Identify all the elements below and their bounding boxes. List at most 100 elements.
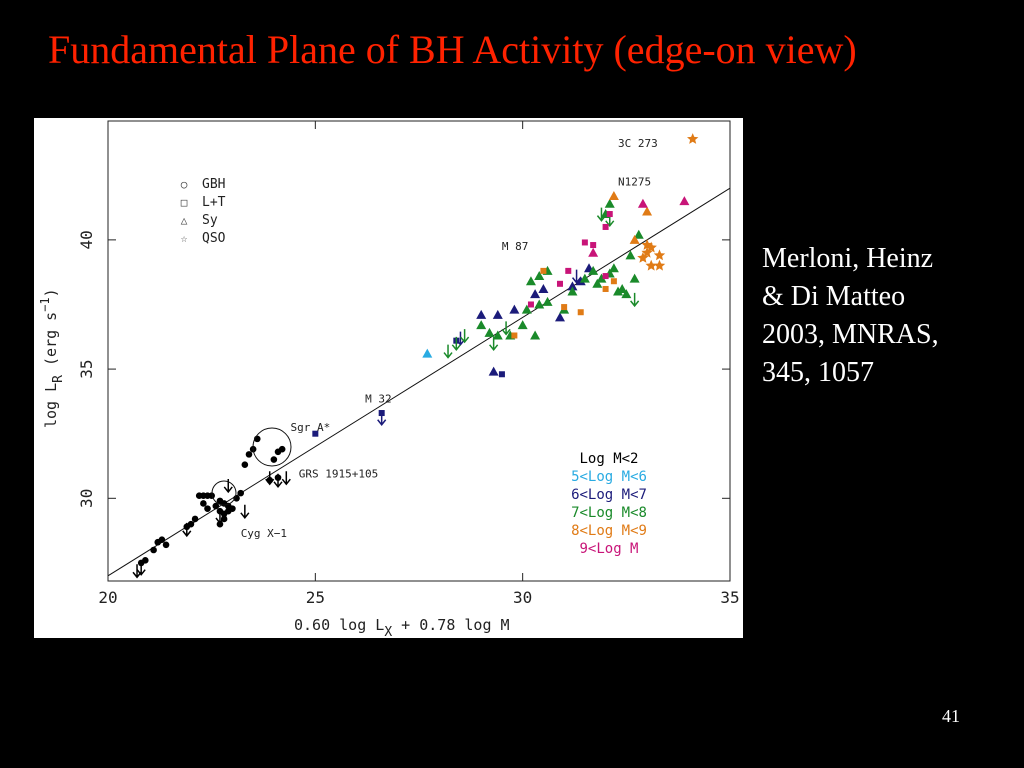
data-point-triangle — [604, 198, 615, 208]
data-point-upper-limit — [571, 269, 582, 284]
data-point-triangle — [579, 273, 590, 283]
data-point-upper-limit — [451, 336, 461, 352]
data-point-triangle — [588, 265, 599, 275]
legend-color-label: 7<Log M<8 — [571, 505, 647, 521]
data-point-circle — [212, 502, 220, 510]
legend-color-label: Log M<2 — [579, 451, 638, 467]
data-point-upper-limit — [182, 522, 192, 538]
point-annotation: M 32 — [365, 393, 392, 406]
data-point-square — [577, 309, 584, 316]
data-point-triangle — [567, 281, 578, 291]
data-point-triangle — [637, 198, 648, 208]
data-point-upper-limit — [281, 471, 291, 486]
data-point-square — [610, 278, 617, 285]
y-tick-label: 30 — [77, 489, 96, 508]
data-point-upper-limit — [443, 344, 453, 359]
data-point-square — [498, 371, 505, 378]
data-point-square — [581, 239, 588, 246]
data-point-triangle — [476, 309, 487, 319]
point-annotation: Sgr A* — [290, 421, 330, 434]
y-axis-label-sup: −1 — [38, 297, 52, 311]
x-tick-label: 20 — [98, 588, 117, 607]
data-point-square — [565, 267, 572, 274]
y-axis-label-close: ) — [42, 288, 60, 297]
y-tick-label: 40 — [77, 230, 96, 249]
x-axis-label-sub: X — [384, 625, 392, 638]
data-point-triangle — [509, 304, 520, 314]
data-point-square — [602, 273, 609, 280]
data-point-triangle — [575, 276, 586, 286]
data-point-triangle — [492, 330, 503, 340]
x-axis-label-main: 0.60 log L — [294, 616, 384, 634]
data-point-square — [511, 332, 518, 339]
legend-shape-label: GBH — [202, 177, 225, 192]
data-point-square — [602, 223, 609, 230]
citation-line: Merloni, Heinz — [762, 243, 934, 274]
data-point-upper-limit — [215, 509, 225, 525]
cygx1-highlight-circle — [211, 480, 237, 506]
data-point-triangle — [525, 276, 536, 286]
legend-shape-label: QSO — [202, 231, 226, 246]
data-point-star — [653, 259, 666, 271]
slide-title: Fundamental Plane of BH Activity (edge-o… — [48, 27, 857, 72]
data-point-upper-limit — [273, 473, 283, 488]
data-point-star — [687, 133, 699, 144]
data-point-circle — [150, 546, 157, 554]
citation-line: & Di Matteo — [762, 281, 906, 312]
y-axis-label: log LR (erg s−1) — [38, 288, 66, 428]
data-point-triangle — [633, 229, 644, 239]
data-point-square — [540, 267, 547, 274]
legend-shape-symbol: □ — [181, 196, 188, 209]
data-point-square — [556, 280, 563, 287]
fit-line — [107, 187, 731, 577]
data-point-upper-limit — [596, 207, 607, 222]
data-point-upper-limit — [265, 471, 275, 486]
data-point-star — [641, 246, 653, 258]
data-point-circle — [270, 456, 278, 463]
citation-line: 2003, MNRAS, — [762, 319, 939, 350]
data-point-triangle — [534, 271, 545, 281]
y-tick-label: 35 — [77, 359, 96, 378]
data-point-upper-limit — [489, 336, 499, 352]
x-tick-label: 30 — [513, 588, 532, 607]
data-point-circle — [200, 500, 207, 507]
grs-highlight-circle — [252, 427, 292, 467]
point-annotation: M 87 — [502, 240, 529, 253]
data-point-triangle — [679, 196, 690, 206]
data-point-circle — [233, 495, 240, 502]
data-point-triangle — [629, 273, 640, 283]
data-point-square — [590, 242, 597, 249]
y-axis-label-sub: R — [51, 375, 66, 383]
data-point-circle — [162, 541, 170, 549]
slide-number: 41 — [942, 706, 960, 726]
data-point-triangle — [613, 286, 624, 296]
data-point-circle — [142, 557, 149, 564]
legend-color-label: 9<Log M — [579, 541, 638, 557]
data-point-square — [606, 211, 613, 218]
data-point-circle — [204, 505, 211, 512]
data-point-square — [602, 285, 609, 292]
data-point-triangle — [530, 330, 541, 340]
x-tick-label: 35 — [720, 588, 739, 607]
legend-shape-symbol: △ — [181, 214, 188, 227]
data-point-star — [653, 249, 666, 261]
data-point-star — [641, 239, 653, 250]
legend-shape-symbol: ○ — [181, 178, 188, 191]
data-point-triangle — [588, 247, 599, 257]
data-point-upper-limit — [240, 504, 250, 520]
point-annotation: 3C 273 — [618, 137, 658, 150]
data-point-circle — [241, 461, 249, 469]
y-axis-label-main: log L — [42, 383, 60, 428]
data-point-star — [645, 259, 657, 271]
data-point-triangle — [596, 273, 607, 283]
citation: Merloni, Heinz & Di Matteo 2003, MNRAS, … — [762, 240, 939, 392]
data-point-upper-limit — [136, 561, 146, 576]
data-point-triangle — [567, 286, 578, 296]
data-point-triangle — [534, 299, 545, 309]
point-annotation: N1275 — [618, 176, 651, 189]
annotations: 3C 273 N1275 M 87 M 32 Sgr A* GRS 1915+105 Cyg… — [241, 137, 658, 540]
data-point-circle — [158, 536, 166, 543]
data-point-triangle — [521, 304, 532, 314]
scatter-plot: 20 25 30 35 30 35 40 3C 273 N1275 M 87 M 32 Sgr A*… — [38, 120, 740, 640]
data-point-circle — [229, 505, 236, 512]
